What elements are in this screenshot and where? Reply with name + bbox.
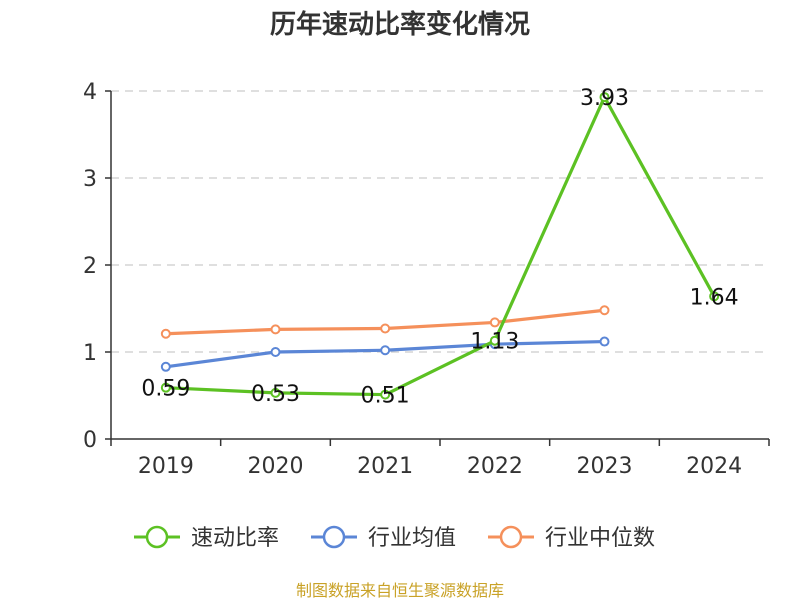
data-point-series-0-2021 <box>380 389 391 400</box>
data-label-2024: 1.64 <box>690 285 739 310</box>
data-point-series-2-2023 <box>599 305 610 316</box>
data-point-series-1-2021 <box>380 345 391 356</box>
y-tick-label: 3 <box>83 167 97 192</box>
data-point-series-1-2019 <box>160 361 171 372</box>
data-label-2023: 3.93 <box>580 86 629 111</box>
data-labels: 0.59 0.53 0.51 1.13 3.93 1.64 <box>141 86 738 409</box>
legend-item-1[interactable]: 行业均值 <box>311 525 456 551</box>
data-label-2020: 0.53 <box>251 382 300 407</box>
legend-item-0[interactable]: 速动比率 <box>134 525 279 551</box>
data-label-2019: 0.59 <box>141 377 190 402</box>
legend-marker-icon <box>499 525 523 549</box>
legend-label: 速动比率 <box>191 526 279 551</box>
x-tick-label: 2020 <box>248 454 304 479</box>
x-tick-label: 2021 <box>357 454 413 479</box>
legend[interactable]: 速动比率 行业均值 行业中位数 <box>134 525 655 551</box>
data-point-series-0-2020 <box>270 387 281 398</box>
legend-marker-icon <box>322 525 346 549</box>
legend-label: 行业中位数 <box>545 526 655 551</box>
data-label-2022: 1.13 <box>470 330 519 355</box>
data-point-series-2-2022 <box>489 317 500 328</box>
x-tick-label: 2023 <box>577 454 633 479</box>
legend-item-2[interactable]: 行业中位数 <box>488 525 655 551</box>
y-tick-label: 4 <box>83 80 97 105</box>
data-point-series-2-2021 <box>380 323 391 334</box>
chart-title: 历年速动比率变化情况 <box>270 9 530 40</box>
data-point-series-0-2023 <box>599 92 610 103</box>
data-point-series-2-2020 <box>270 324 281 335</box>
data-point-series-1-2023 <box>599 336 610 347</box>
legend-label: 行业均值 <box>368 526 456 551</box>
data-point-series-0-2019 <box>160 382 171 393</box>
x-tick-label: 2019 <box>138 454 194 479</box>
data-point-series-0-2024 <box>709 291 720 302</box>
data-point-series-0-2022 <box>489 335 500 346</box>
series-lines <box>160 92 720 400</box>
legend-marker-icon <box>145 525 169 549</box>
series-line-0 <box>165 95 716 397</box>
axes: 0 1 2 3 4 2019 2020 2021 2022 2023 2024 <box>83 80 770 479</box>
y-tick-label: 0 <box>83 428 97 453</box>
x-tick-label: 2022 <box>467 454 523 479</box>
y-tick-label: 1 <box>83 341 97 366</box>
x-tick-label: 2024 <box>686 454 742 479</box>
grid-lines <box>111 90 769 353</box>
y-tick-label: 2 <box>83 254 97 279</box>
source-note: 制图数据来自恒生聚源数据库 <box>296 581 504 600</box>
data-label-2021: 0.51 <box>361 384 410 409</box>
data-point-series-1-2020 <box>270 347 281 357</box>
data-point-series-2-2019 <box>160 328 171 339</box>
